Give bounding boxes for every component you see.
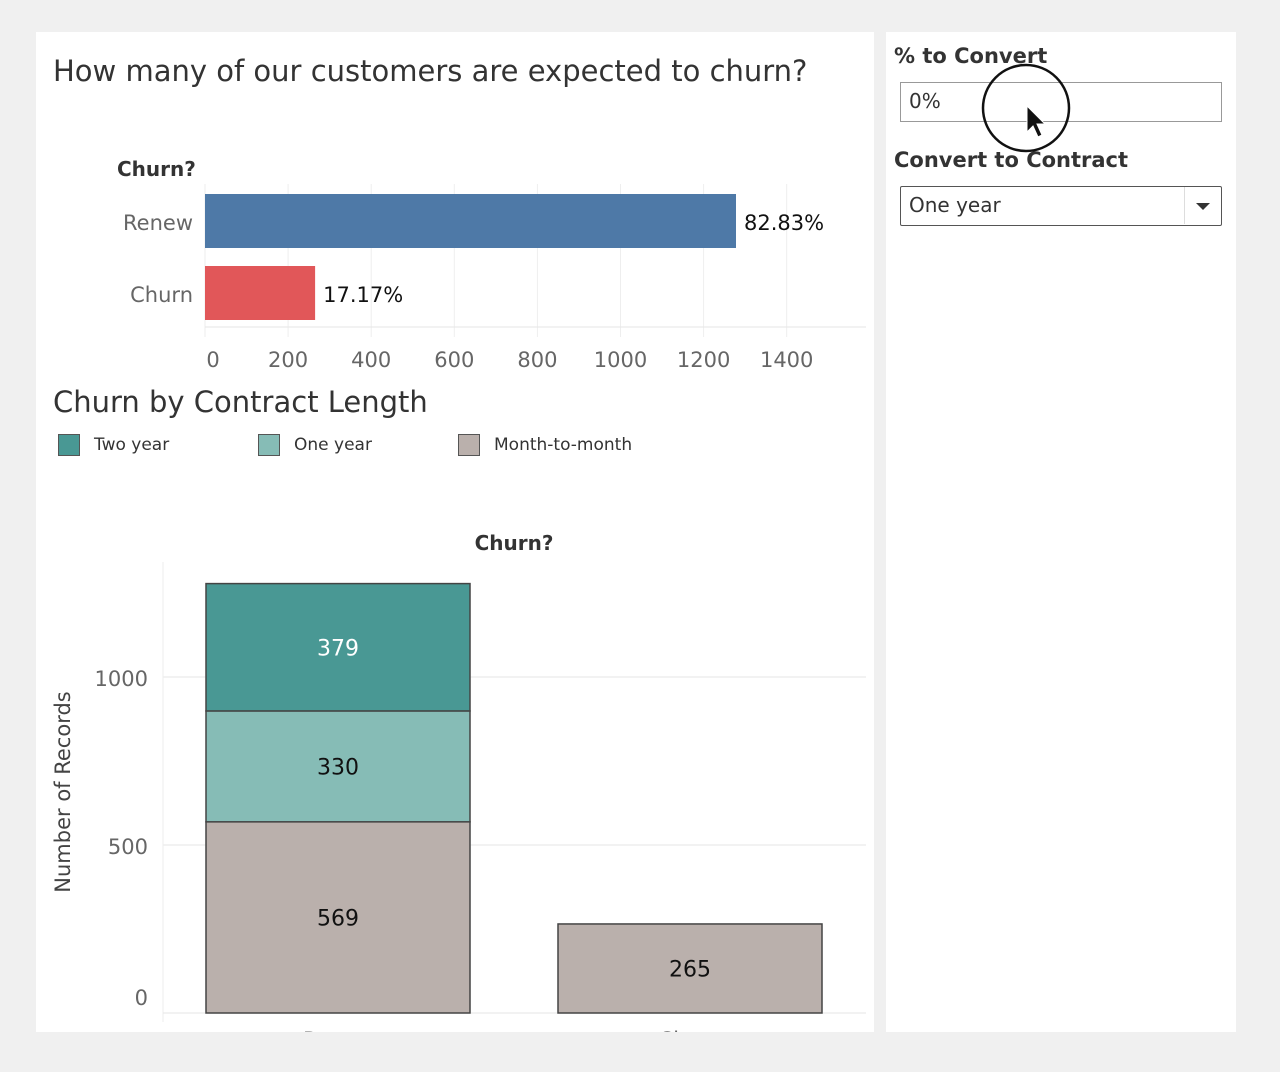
bar-segment-renew bbox=[205, 582, 471, 712]
y-tick-label: Churn bbox=[130, 283, 193, 307]
x-tick-label: Churn bbox=[659, 1028, 722, 1032]
x-tick-label: 200 bbox=[268, 348, 308, 372]
legend-swatch bbox=[58, 434, 80, 456]
x-tick-label: 400 bbox=[351, 348, 391, 372]
y-axis-title: Churn? bbox=[117, 157, 196, 181]
data-label: 379 bbox=[317, 636, 359, 661]
y-axis-title: Number of Records bbox=[51, 691, 75, 892]
data-label: 17.17% bbox=[323, 283, 403, 307]
dashboard-left-panel: How many of our customers are expected t… bbox=[36, 32, 874, 1032]
controls-panel: % to Convert 0% Convert to Contract One … bbox=[886, 32, 1236, 1032]
data-label: 82.83% bbox=[744, 211, 824, 235]
data-label: 330 bbox=[317, 755, 359, 780]
legend-item-one-year[interactable]: One year bbox=[258, 434, 372, 456]
legend-item-month-to-month[interactable]: Month-to-month bbox=[458, 434, 632, 456]
y-tick-label: 1000 bbox=[95, 667, 148, 691]
y-tick-label: 500 bbox=[108, 835, 148, 859]
dropdown-value: One year bbox=[909, 193, 1001, 217]
convert-to-contract-dropdown[interactable]: One year bbox=[900, 186, 1222, 226]
legend-label: Two year bbox=[94, 435, 170, 455]
x-tick-label: Renew bbox=[303, 1028, 373, 1032]
cursor-highlight-icon bbox=[981, 63, 1071, 153]
y-tick-label: Renew bbox=[123, 211, 193, 235]
data-label: 569 bbox=[317, 906, 359, 931]
x-tick-label: 1000 bbox=[594, 348, 647, 372]
bar-segment-churn bbox=[557, 923, 823, 1014]
bottom-chart-title: Churn by Contract Length bbox=[53, 385, 428, 419]
top-chart-title: How many of our customers are expected t… bbox=[53, 54, 808, 88]
x-tick-label: 800 bbox=[517, 348, 557, 372]
churn-bar-chart: 0 200 400 600 800 1000 1200 1400 Churn? Renew 82.8… bbox=[117, 157, 866, 372]
legend-label: Month-to-month bbox=[494, 435, 633, 455]
bar-segment-renew bbox=[205, 710, 471, 823]
y-tick-label: 0 bbox=[135, 986, 148, 1010]
convert-to-contract-label: Convert to Contract bbox=[894, 148, 1129, 172]
data-label: 265 bbox=[669, 957, 711, 982]
bar-renew bbox=[205, 194, 736, 248]
legend-item-two-year[interactable]: Two year bbox=[58, 434, 169, 456]
legend-swatch bbox=[258, 434, 280, 456]
x-tick-label: 1200 bbox=[677, 348, 730, 372]
chevron-down-icon[interactable] bbox=[1184, 187, 1221, 224]
legend-label: One year bbox=[294, 435, 372, 455]
legend-swatch bbox=[458, 434, 480, 456]
bar-churn bbox=[205, 266, 316, 320]
x-tick-label: 1400 bbox=[760, 348, 813, 372]
x-tick-label: 0 bbox=[206, 348, 219, 372]
chart-header: Churn? bbox=[475, 531, 554, 555]
contract-stacked-bar-chart: Churn? 0 500 1000 Number of Records 569 330 379… bbox=[51, 531, 866, 1032]
x-tick-label: 600 bbox=[434, 348, 474, 372]
bar-segment-renew bbox=[205, 821, 471, 1014]
